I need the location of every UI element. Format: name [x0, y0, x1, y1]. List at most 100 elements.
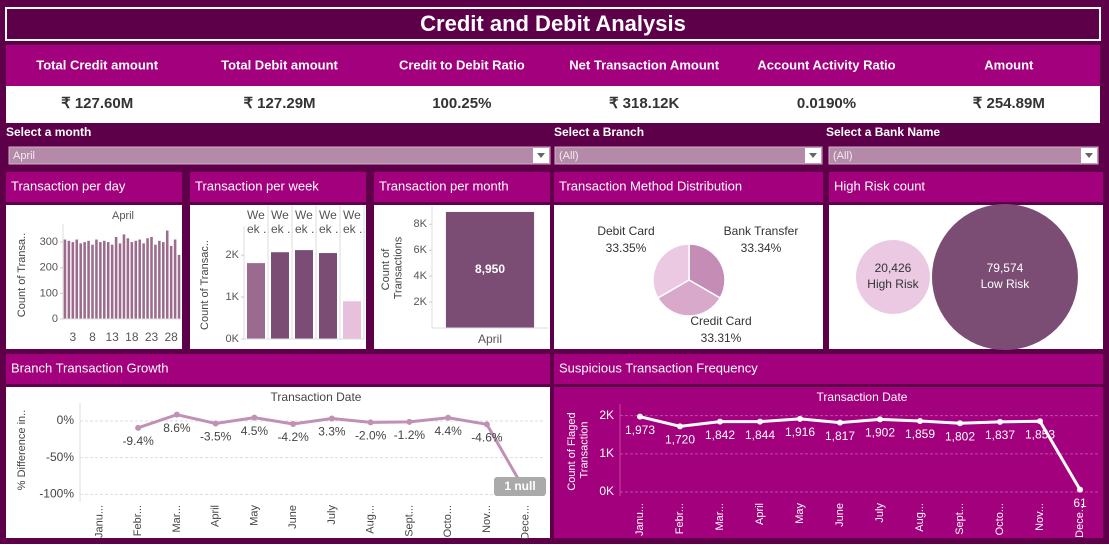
- bubble-value: 79,574: [987, 261, 1024, 275]
- line-point: [212, 420, 219, 427]
- x-tick-label: April: [210, 505, 222, 527]
- null-indicator: 1 null: [504, 479, 535, 493]
- bar: [83, 242, 86, 319]
- x-tick-label: Sept...: [403, 505, 415, 537]
- data-label: 1,844: [745, 428, 775, 442]
- slice-value: 33.31%: [701, 331, 742, 345]
- bubble-label: High Risk: [867, 277, 919, 291]
- kpi-value: ₹ 254.89M: [973, 95, 1045, 112]
- x-tick-label: Octo...: [442, 505, 454, 537]
- data-label: 1,902: [865, 426, 895, 440]
- data-label: 3.3%: [318, 425, 346, 439]
- dropdown-arrow: [1085, 153, 1093, 158]
- y-tick-label: -50%: [46, 450, 74, 464]
- bar: [118, 243, 122, 319]
- bubble: [931, 204, 1078, 350]
- line-point: [957, 420, 963, 427]
- line-series: [639, 415, 1082, 491]
- bubble: [856, 240, 930, 314]
- bar: [110, 244, 114, 319]
- bar: [343, 301, 361, 339]
- bar: [122, 234, 126, 319]
- line-point: [837, 419, 843, 426]
- line-point: [135, 424, 142, 431]
- line-point: [917, 418, 923, 425]
- y-tick-label: -100%: [39, 487, 74, 501]
- slice-label: Credit Card: [690, 314, 751, 328]
- x-tick-label: Febr...: [674, 503, 686, 534]
- null-badge[interactable]: [494, 477, 546, 496]
- kpi-label: Amount: [984, 57, 1034, 72]
- bar: [295, 250, 313, 339]
- bar: [79, 243, 82, 319]
- data-label: -4.2%: [277, 430, 309, 444]
- panel-header: [6, 172, 182, 202]
- filter-dropdown[interactable]: [8, 146, 551, 165]
- x-tick-label: April: [478, 332, 502, 346]
- bar: [158, 240, 161, 319]
- y-tick-label: 2K: [414, 296, 428, 308]
- x-tick-label: July: [326, 505, 338, 525]
- bar: [138, 239, 141, 319]
- y-tick-label: 4K: [414, 270, 428, 282]
- bar: [173, 239, 177, 319]
- filter-dropdown[interactable]: [828, 146, 1099, 165]
- title-bar: [5, 7, 1101, 41]
- data-label: 1,720: [665, 432, 695, 446]
- panel-header: [554, 354, 1103, 384]
- filter-value: (All): [559, 150, 579, 162]
- bar: [106, 242, 110, 319]
- kpi-value-band: [6, 86, 1100, 123]
- data-label: 8.6%: [163, 421, 191, 435]
- data-label: 8,950: [475, 262, 505, 276]
- data-label: 1,859: [905, 427, 935, 441]
- line-point: [717, 418, 723, 425]
- data-label: 1,853: [1025, 427, 1055, 441]
- bar: [126, 238, 130, 319]
- panel-title: Branch Transaction Growth: [11, 360, 169, 375]
- x-tick-label: We ek ..: [247, 208, 270, 236]
- bar: [169, 245, 173, 319]
- panel-body: [6, 387, 550, 538]
- y-tick-label: 0K: [226, 333, 240, 345]
- filter-dropdown[interactable]: [554, 146, 823, 165]
- line-point: [406, 418, 413, 425]
- bar: [63, 239, 67, 319]
- bar: [67, 240, 71, 319]
- y-tick-label: 0: [52, 313, 58, 325]
- x-tick-label: May: [794, 503, 806, 524]
- x-tick-label: We ek ..: [319, 208, 342, 236]
- x-tick-label: Febr...: [132, 505, 144, 536]
- bar: [150, 236, 153, 319]
- y-tick-label: 0%: [57, 413, 75, 427]
- line-point: [757, 418, 763, 425]
- bar: [142, 243, 145, 319]
- y-tick-label: 1K: [226, 291, 240, 303]
- bar: [103, 240, 106, 319]
- panel-title: High Risk count: [834, 178, 925, 193]
- panel-header: [6, 354, 550, 384]
- filter-label: Select a Branch: [554, 125, 644, 139]
- bar: [87, 240, 90, 319]
- y-axis-label: Count of Transactions: [380, 236, 405, 299]
- data-label: 1,916: [785, 425, 815, 439]
- bubble-label: Low Risk: [981, 277, 1031, 291]
- bar: [177, 254, 181, 319]
- bar: [146, 238, 149, 319]
- dropdown-arrow: [809, 153, 817, 158]
- slice-value: 33.34%: [741, 241, 782, 255]
- line-point: [1077, 486, 1083, 493]
- panel-title: Transaction Method Distribution: [559, 178, 742, 193]
- panel-body: [554, 387, 1103, 538]
- panel-title: Transaction per month: [379, 178, 509, 193]
- y-tick-label: 100: [40, 287, 58, 299]
- x-tick-label: Janu...: [93, 505, 105, 538]
- x-tick-label: Dece...: [520, 505, 532, 540]
- panel-title: Suspicious Transaction Frequency: [559, 360, 758, 375]
- x-tick-label: 18: [125, 330, 139, 344]
- x-tick-label: Mar...: [714, 503, 726, 531]
- bar: [247, 263, 265, 339]
- line-point: [483, 421, 490, 428]
- data-label: 1,817: [825, 429, 855, 443]
